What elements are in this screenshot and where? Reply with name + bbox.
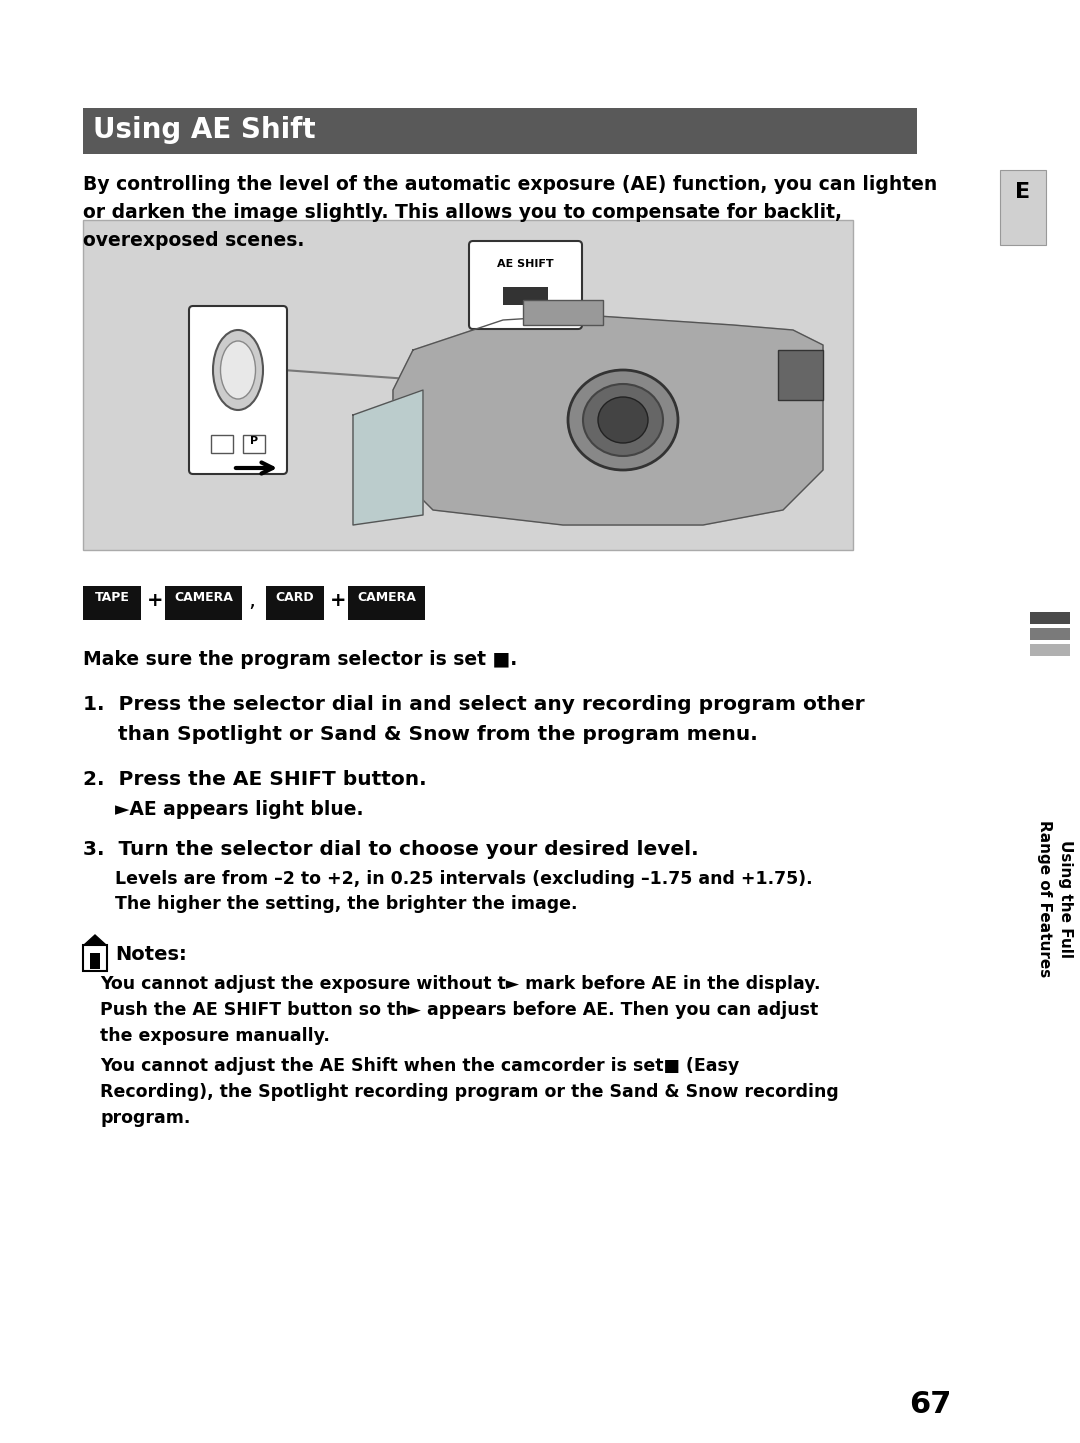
Ellipse shape bbox=[583, 384, 663, 456]
Bar bbox=[523, 300, 603, 325]
Bar bbox=[83, 586, 141, 620]
Text: the exposure manually.: the exposure manually. bbox=[100, 1027, 329, 1045]
Text: CAMERA: CAMERA bbox=[174, 592, 233, 605]
Text: Using AE Shift: Using AE Shift bbox=[93, 115, 315, 144]
Text: 1.  Press the selector dial in and select any recording program other: 1. Press the selector dial in and select… bbox=[83, 696, 865, 714]
Bar bbox=[778, 351, 823, 400]
Bar bbox=[348, 586, 426, 620]
Text: The higher the setting, the brighter the image.: The higher the setting, the brighter the… bbox=[114, 895, 578, 913]
Text: Push the AE SHIFT button so th► appears before AE. Then you can adjust: Push the AE SHIFT button so th► appears … bbox=[100, 1001, 819, 1019]
Bar bbox=[266, 586, 324, 620]
Text: Using the Full
Range of Features: Using the Full Range of Features bbox=[1037, 820, 1074, 977]
Text: ►AE appears light blue.: ►AE appears light blue. bbox=[114, 799, 364, 820]
FancyBboxPatch shape bbox=[469, 241, 582, 329]
Ellipse shape bbox=[213, 330, 264, 410]
Bar bbox=[1030, 644, 1070, 657]
Text: ,: , bbox=[248, 592, 255, 610]
Text: TAPE: TAPE bbox=[95, 592, 130, 605]
Bar bbox=[1030, 612, 1070, 623]
Text: CAMERA: CAMERA bbox=[357, 592, 416, 605]
Bar bbox=[243, 434, 265, 453]
Text: 2.  Press the AE SHIFT button.: 2. Press the AE SHIFT button. bbox=[83, 771, 427, 789]
Text: overexposed scenes.: overexposed scenes. bbox=[83, 231, 305, 250]
Bar bbox=[1000, 170, 1047, 245]
Text: P: P bbox=[249, 436, 258, 446]
Text: +: + bbox=[147, 592, 163, 610]
Ellipse shape bbox=[598, 397, 648, 443]
Text: E: E bbox=[1015, 182, 1030, 202]
Text: Make sure the program selector is set ■.: Make sure the program selector is set ■. bbox=[83, 649, 517, 670]
Text: Levels are from –2 to +2, in 0.25 intervals (excluding –1.75 and +1.75).: Levels are from –2 to +2, in 0.25 interv… bbox=[114, 870, 812, 887]
Text: program.: program. bbox=[100, 1110, 190, 1127]
Text: Recording), the Spotlight recording program or the Sand & Snow recording: Recording), the Spotlight recording prog… bbox=[100, 1084, 839, 1101]
Bar bbox=[211, 434, 233, 453]
Text: or darken the image slightly. This allows you to compensate for backlit,: or darken the image slightly. This allow… bbox=[83, 203, 842, 222]
FancyBboxPatch shape bbox=[189, 306, 287, 473]
Text: You cannot adjust the AE Shift when the camcorder is set■ (Easy: You cannot adjust the AE Shift when the … bbox=[100, 1058, 739, 1075]
Bar bbox=[165, 586, 242, 620]
Text: You cannot adjust the exposure without t► mark before AE in the display.: You cannot adjust the exposure without t… bbox=[100, 975, 821, 993]
Polygon shape bbox=[84, 935, 106, 945]
Text: AE SHIFT: AE SHIFT bbox=[497, 258, 554, 268]
Bar bbox=[1030, 628, 1070, 641]
Text: 67: 67 bbox=[908, 1390, 951, 1418]
Ellipse shape bbox=[568, 369, 678, 470]
Bar bbox=[83, 108, 917, 154]
Text: CARD: CARD bbox=[275, 592, 314, 605]
Polygon shape bbox=[353, 390, 423, 525]
Bar bbox=[503, 287, 548, 304]
Bar bbox=[90, 952, 100, 970]
Text: Notes:: Notes: bbox=[114, 945, 187, 964]
Bar bbox=[83, 945, 107, 971]
Text: By controlling the level of the automatic exposure (AE) function, you can lighte: By controlling the level of the automati… bbox=[83, 175, 937, 193]
Text: 3.  Turn the selector dial to choose your desired level.: 3. Turn the selector dial to choose your… bbox=[83, 840, 699, 859]
Polygon shape bbox=[393, 315, 823, 525]
Bar bbox=[83, 219, 853, 550]
Ellipse shape bbox=[220, 341, 256, 400]
Text: +: + bbox=[329, 592, 347, 610]
Text: than Spotlight or Sand & Snow from the program menu.: than Spotlight or Sand & Snow from the p… bbox=[83, 724, 758, 745]
